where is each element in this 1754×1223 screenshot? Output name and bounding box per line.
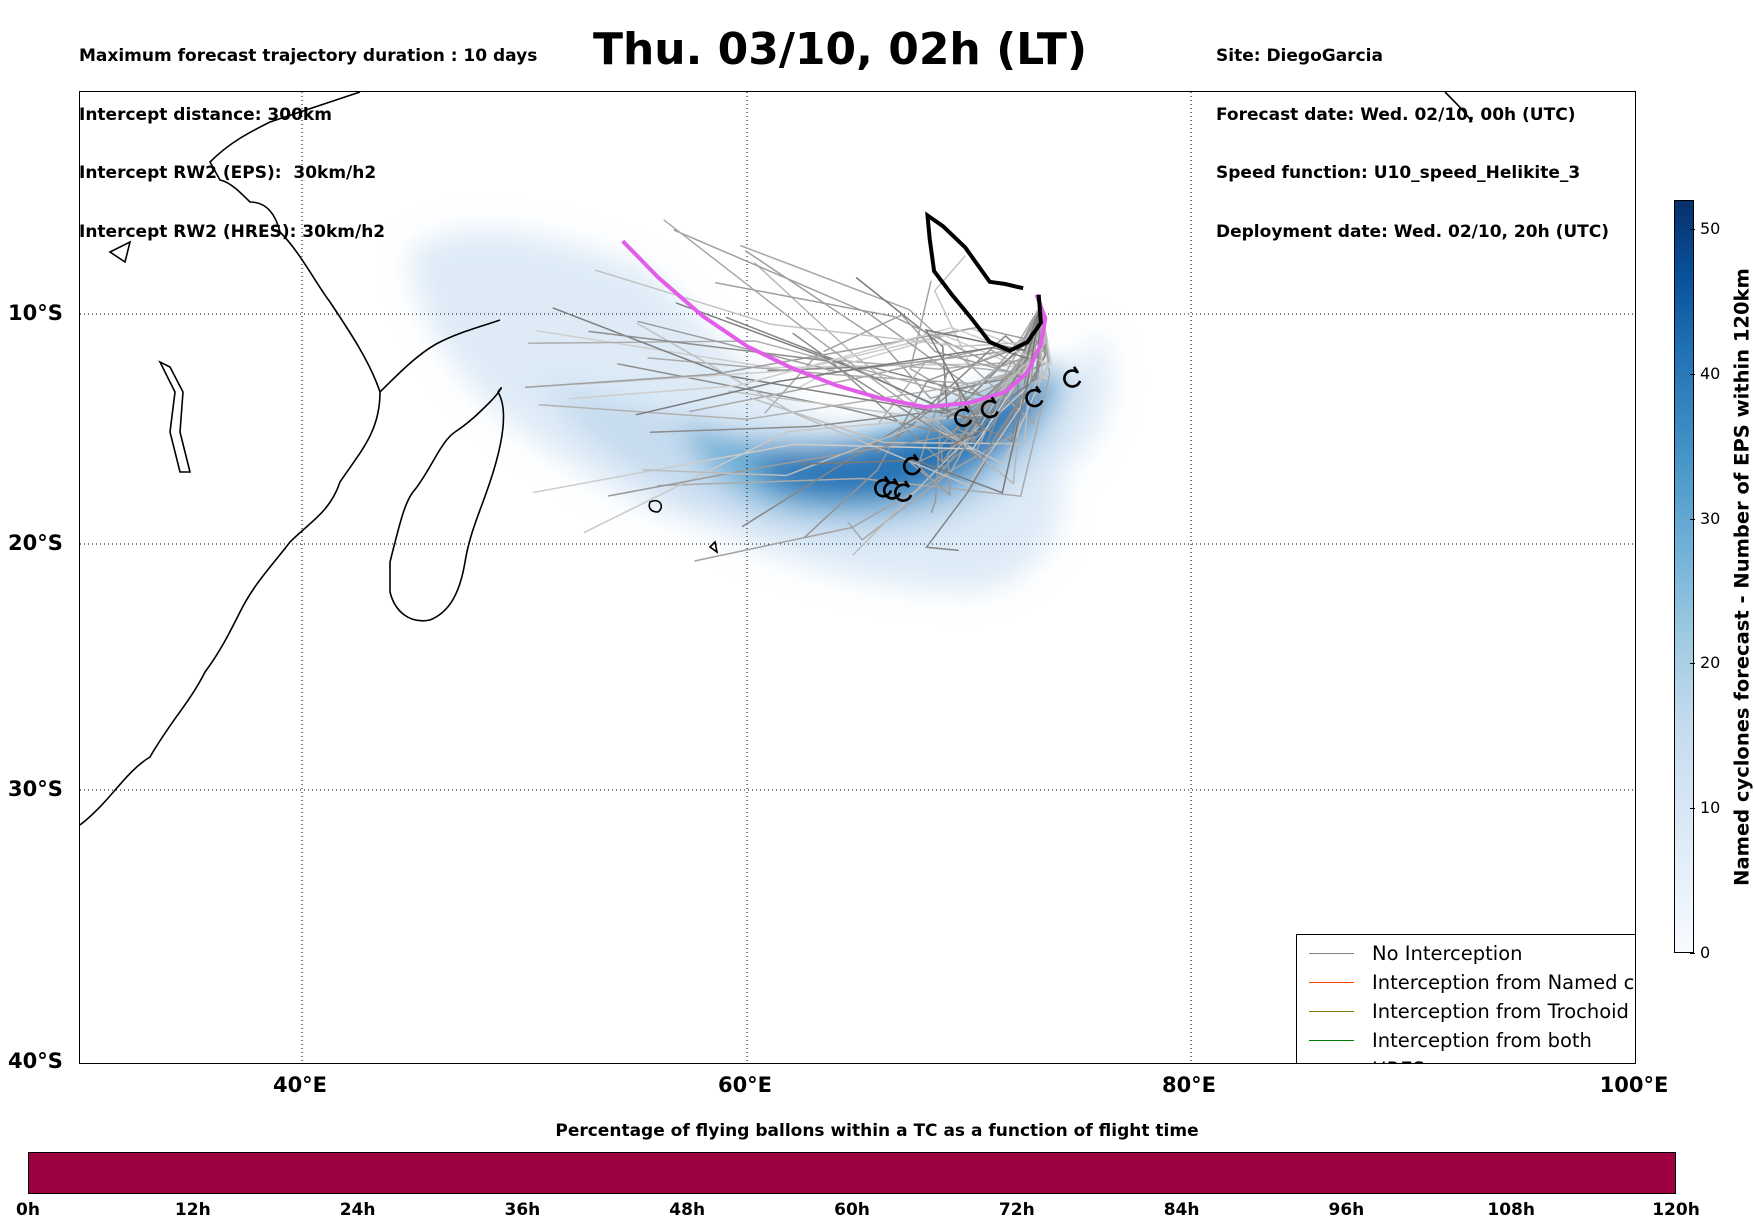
lon-label: 80°E: [1161, 1073, 1217, 1097]
param-line: Intercept distance: 300km: [79, 104, 332, 125]
tc-observations: [874, 366, 1082, 502]
tc-obs-tail: [912, 453, 919, 462]
legend-label: Interception from both: [1372, 1028, 1592, 1052]
param-line: Intercept RW2 (EPS): 30km/h2: [79, 163, 377, 183]
lat-label: 30°S: [8, 777, 63, 801]
colorbar-tickmark: [1690, 518, 1695, 520]
site-line: Deployment date: Wed. 02/10, 20h (UTC): [1216, 221, 1610, 242]
flight-time-label: 0h: [16, 1200, 40, 1220]
ensemble-track: [594, 269, 1042, 348]
flight-time-label: 120h: [1652, 1200, 1700, 1220]
forecast-parameters: Maximum forecast trajectory duration : 1…: [79, 8, 537, 262]
legend-item: HRES: [1309, 1057, 1425, 1064]
tc-obs-tail: [903, 480, 911, 488]
tc-obs-symbol: [874, 478, 893, 498]
colorbar-tickmark: [1690, 373, 1695, 375]
site-info: Site: DiegoGarcia Forecast date: Wed. 02…: [1216, 8, 1609, 262]
colorbar-tick-label: 40: [1700, 363, 1721, 383]
colorbar-tick-label: 50: [1700, 218, 1721, 238]
tc-obs-tail: [990, 396, 997, 405]
main-tracks: [621, 211, 1048, 410]
map-title: Thu. 03/10, 02h (LT): [592, 24, 1088, 75]
legend-label: HRES: [1372, 1058, 1425, 1064]
legend: No Interception Interception from Named c…: [1296, 934, 1635, 1064]
site-line: Forecast date: Wed. 02/10, 00h (UTC): [1216, 104, 1576, 125]
tc-obs-symbol: [894, 483, 913, 502]
legend-label: Interception from Named cyclone: [1372, 970, 1635, 994]
lon-label: 40°E: [272, 1073, 328, 1097]
lon-label: 100°E: [1599, 1073, 1669, 1097]
ensemble-track: [753, 262, 1042, 485]
ensemble-track: [800, 305, 1042, 494]
tc-obs-symbol: [954, 408, 973, 427]
tc-obs-symbol: [902, 456, 922, 476]
flight-time-label: 72h: [998, 1200, 1035, 1220]
site-line: Speed function: U10_speed_Helikite_3: [1216, 163, 1581, 183]
map-panel[interactable]: No Interception Interception from Named c…: [79, 91, 1636, 1064]
colorbar-tick-label: 0: [1700, 943, 1711, 962]
legend-label: Interception from Trochoid: [1372, 999, 1629, 1023]
site-line: Site: DiegoGarcia: [1216, 46, 1383, 66]
flight-time-label: 36h: [504, 1200, 541, 1220]
flight-time-label: 48h: [669, 1200, 706, 1220]
colorbar-tickmark: [1690, 228, 1695, 230]
tc-obs-tail: [963, 405, 971, 413]
legend-item: Interception from Trochoid: [1309, 999, 1629, 1023]
legend-label: No Interception: [1372, 941, 1523, 965]
legend-item: Interception from both: [1309, 1028, 1592, 1052]
hres-track: [621, 239, 1048, 410]
legend-item: Interception from Named cyclone: [1309, 970, 1635, 994]
colorbar-tickmark: [1690, 808, 1695, 810]
legend-swatch: [1309, 981, 1354, 983]
flight-time-title: Percentage of flying ballons within a TC…: [555, 1121, 1199, 1141]
legend-swatch: [1309, 1010, 1354, 1012]
lon-label: 60°E: [717, 1073, 773, 1097]
legend-item: No Interception: [1309, 941, 1523, 965]
colorbar-tick-label: 10: [1700, 798, 1721, 818]
flight-time-bar: [28, 1152, 1676, 1194]
coastlines: [80, 92, 1473, 826]
lat-label: 10°S: [8, 301, 63, 325]
flight-time-label: 96h: [1328, 1200, 1365, 1220]
map-canvas[interactable]: [80, 92, 1636, 1064]
legend-swatch: [1309, 952, 1354, 954]
tc-obs-tail: [1072, 366, 1080, 374]
colorbar-tick-label: 30: [1700, 508, 1721, 528]
colorbar-tick-label: 20: [1700, 653, 1721, 673]
tc-obs-symbol: [980, 399, 999, 419]
flight-time-label: 12h: [174, 1200, 211, 1220]
analysis-track: [925, 211, 1043, 353]
lat-label: 20°S: [8, 531, 63, 555]
colorbar: [1674, 200, 1694, 953]
ensemble-track: [636, 305, 1043, 487]
lat-label: 40°S: [8, 1049, 63, 1073]
tc-obs-symbol: [1025, 388, 1044, 408]
flight-time-label: 108h: [1487, 1200, 1535, 1220]
flight-time-fill: [29, 1153, 1675, 1193]
flight-time-label: 24h: [339, 1200, 376, 1220]
tc-obs-symbol: [1063, 369, 1082, 388]
legend-swatch: [1309, 1039, 1354, 1041]
tc-obs-tail: [883, 475, 891, 484]
tc-obs-tail: [1035, 385, 1042, 394]
ensemble-track: [647, 305, 1042, 385]
tc-obs-tail: [892, 478, 899, 486]
colorbar-tickmark: [1690, 663, 1695, 665]
ensemble-track: [569, 305, 1053, 400]
ensemble-track: [635, 305, 1042, 416]
colorbar-tickmark: [1690, 953, 1695, 954]
param-line: Maximum forecast trajectory duration : 1…: [79, 46, 538, 66]
flight-time-label: 60h: [834, 1200, 870, 1220]
colorbar-label: Named cyclones forecast - Number of EPS …: [1730, 268, 1754, 886]
flight-time-label: 84h: [1163, 1200, 1200, 1220]
